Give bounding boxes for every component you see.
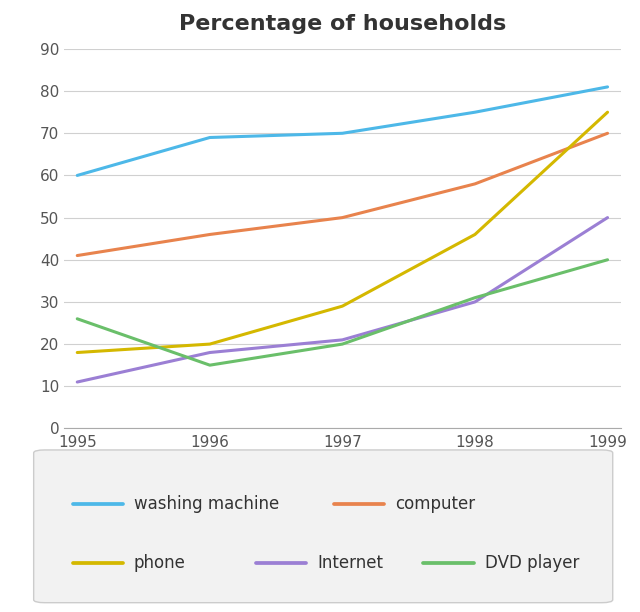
Text: phone: phone bbox=[134, 554, 186, 572]
Text: Internet: Internet bbox=[317, 554, 383, 572]
Text: DVD player: DVD player bbox=[484, 554, 579, 572]
FancyBboxPatch shape bbox=[34, 450, 612, 603]
Title: Percentage of households: Percentage of households bbox=[179, 13, 506, 34]
Text: washing machine: washing machine bbox=[134, 495, 279, 513]
Text: computer: computer bbox=[396, 495, 476, 513]
Text: phone: phone bbox=[134, 554, 186, 572]
Text: DVD player: DVD player bbox=[484, 554, 579, 572]
Text: Internet: Internet bbox=[317, 554, 383, 572]
Text: computer: computer bbox=[396, 495, 476, 513]
Text: washing machine: washing machine bbox=[134, 495, 279, 513]
